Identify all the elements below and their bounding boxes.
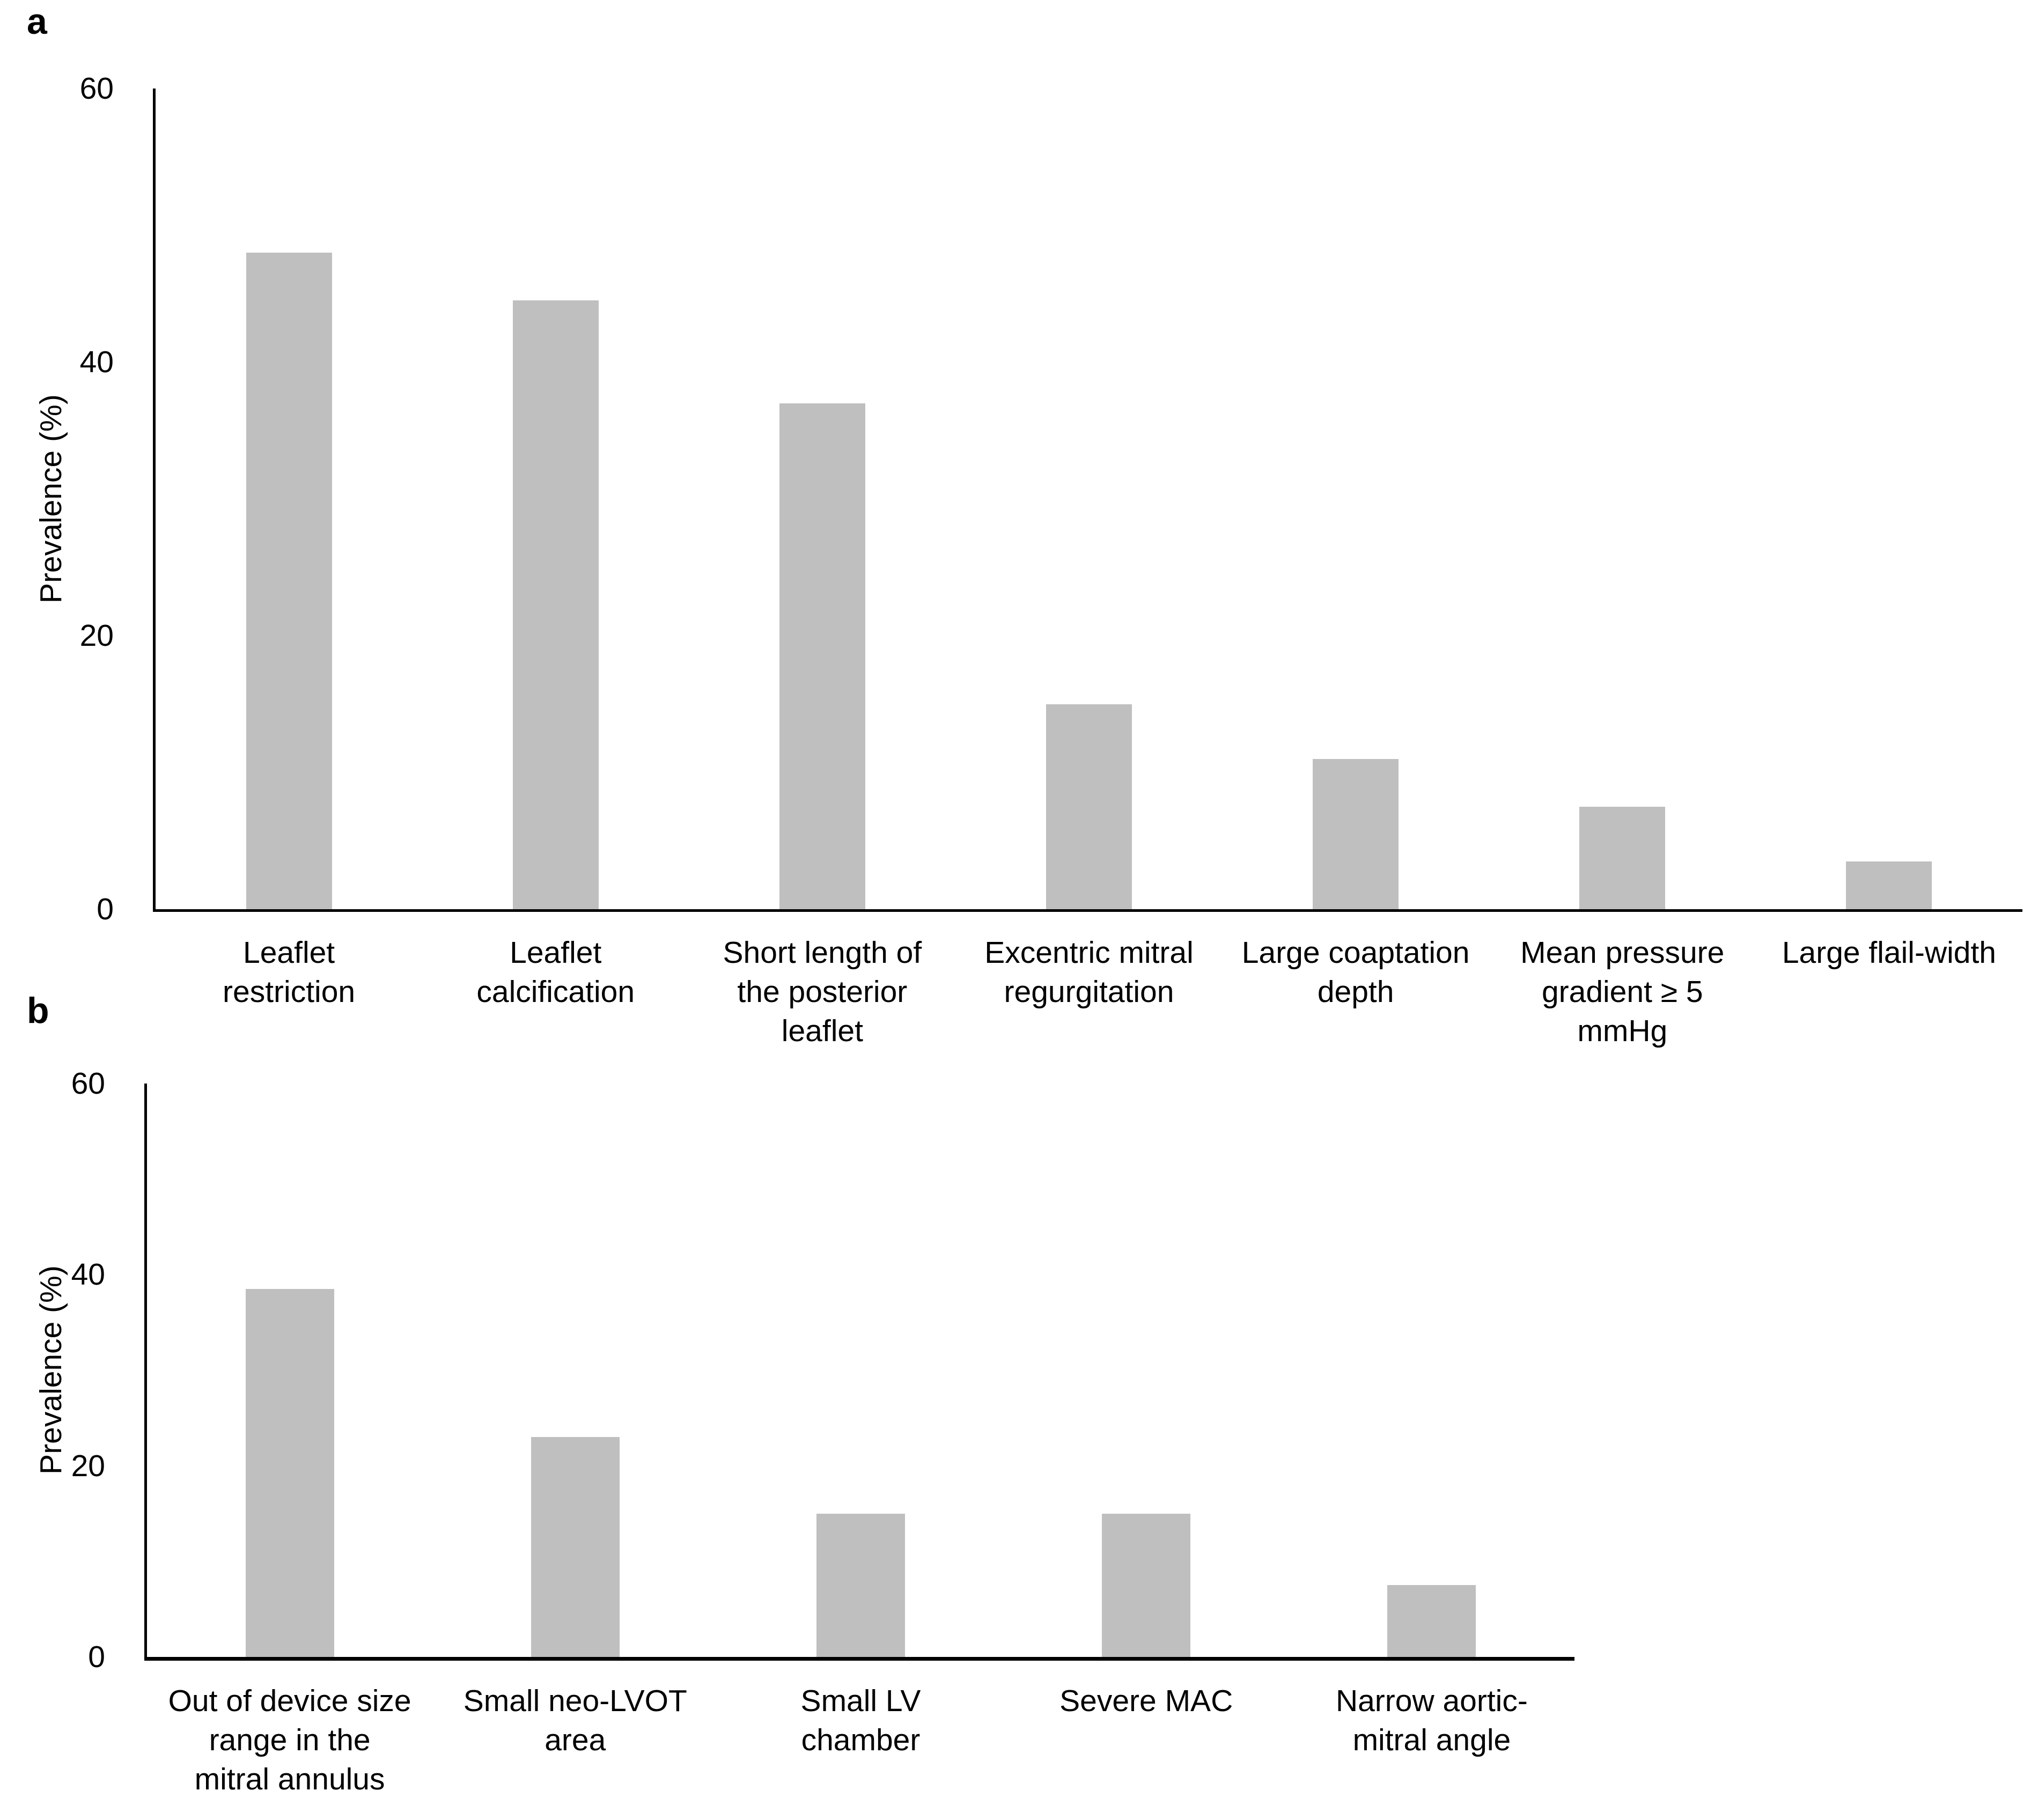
category-label: Severe MAC [993,1682,1300,1721]
category-label: Large flail-width [1745,933,2031,972]
bar [531,1437,620,1657]
category-label: Leaflet restriction [145,933,433,1012]
x-axis-line [144,1657,1574,1661]
category-label: Small LV chamber [707,1682,1014,1760]
category-label-line: Mean pressure [1520,935,1725,970]
category-label-line: gradient ≥ 5 [1541,975,1703,1009]
category-label: Out of device size range in the mitral ann… [136,1682,443,1799]
y-tick-label: 0 [97,892,114,926]
category-label-line: regurgitation [1004,975,1174,1009]
category-label: Narrow aortic-mitral angle [1278,1682,1585,1760]
category-label-line: restriction [223,975,356,1009]
category-label-line: Leaflet [510,935,602,970]
bar [1387,1585,1476,1657]
y-axis-line [144,1084,147,1661]
bar [512,300,599,909]
category-label-line: the posterior [737,975,908,1009]
category-label: Mean pressure gradient ≥ 5 mmHg [1478,933,1767,1051]
category-label-line: depth [1317,975,1394,1009]
category-label-line: Short length of [723,935,922,970]
category-label-line: Out of device size [168,1684,411,1718]
category-label-line: Small LV [800,1684,921,1718]
category-label-line: Severe MAC [1059,1684,1233,1718]
panel-b-y-axis-title: Prevalence (%) [34,1265,68,1475]
category-label: Large coaptation depth [1212,933,1500,1012]
x-axis-line [153,909,2022,912]
panel-b-letter: b [27,990,49,1031]
category-label-line: chamber [801,1723,921,1757]
y-axis-line [153,89,156,912]
y-tick-label: 20 [79,618,114,653]
category-label-line: mitral annulus [194,1762,385,1796]
bar [245,1289,334,1657]
bar [779,403,865,909]
panel-a-letter: a [27,1,47,42]
bar [816,1513,905,1657]
category-label-line: leaflet [781,1014,863,1048]
category-label-line: calcification [476,975,635,1009]
category-label-line: area [544,1723,606,1757]
bar [1313,758,1399,909]
category-label: Small neo-LVOT area [422,1682,728,1760]
category-label: Short length of the posterior leaflet [678,933,966,1051]
y-tick-label: 60 [79,71,114,106]
bar [1579,806,1666,909]
category-label-line: Small neo-LVOT [463,1684,687,1718]
category-label-line: Large flail-width [1782,935,1997,970]
y-tick-label: 40 [79,345,114,379]
category-label-line: mmHg [1577,1014,1668,1048]
category-label-line: Large coaptation [1241,935,1470,970]
bar [1846,861,1932,909]
category-label-line: Excentric mitral [984,935,1194,970]
category-label-line: Narrow aortic- [1335,1684,1528,1718]
bar [1046,704,1132,909]
bar [246,253,332,909]
category-label-line: mitral angle [1352,1723,1511,1757]
category-label: Leaflet calcification [411,933,700,1012]
category-label-line: range in the [209,1723,371,1757]
y-tick-label: 20 [71,1448,105,1483]
y-tick-label: 60 [71,1066,105,1101]
category-label: Excentric mitral regurgitation [945,933,1233,1012]
bar [1102,1513,1191,1657]
y-tick-label: 0 [88,1640,105,1674]
y-tick-label: 40 [71,1257,105,1292]
category-label-line: Leaflet [243,935,335,970]
